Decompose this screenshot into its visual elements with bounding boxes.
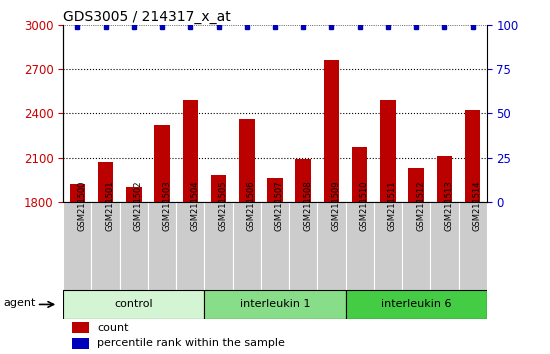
Bar	[233, 202, 261, 290]
Text: GSM211505: GSM211505	[218, 180, 228, 230]
Bar	[120, 202, 148, 290]
Bar	[72, 338, 89, 349]
Bar	[402, 202, 430, 290]
Bar	[409, 168, 424, 202]
Text: control: control	[114, 299, 153, 309]
Text: GSM211514: GSM211514	[472, 180, 482, 230]
Bar	[352, 147, 367, 202]
Text: GSM211509: GSM211509	[332, 180, 340, 230]
Text: GSM211508: GSM211508	[303, 180, 312, 231]
Text: GSM211506: GSM211506	[247, 180, 256, 231]
Bar	[91, 202, 120, 290]
Bar	[63, 202, 91, 290]
Text: GSM211500: GSM211500	[78, 180, 86, 230]
Bar	[126, 187, 141, 202]
Bar	[205, 202, 233, 290]
Bar	[155, 125, 170, 202]
Bar	[324, 60, 339, 202]
Bar	[295, 159, 311, 202]
Bar	[267, 178, 283, 202]
Text: count: count	[97, 322, 129, 332]
Bar	[317, 202, 345, 290]
Text: GSM211504: GSM211504	[190, 180, 199, 230]
Text: GSM211512: GSM211512	[416, 180, 425, 230]
Text: GDS3005 / 214317_x_at: GDS3005 / 214317_x_at	[63, 10, 231, 24]
Bar	[63, 290, 205, 319]
Bar	[70, 184, 85, 202]
Text: interleukin 1: interleukin 1	[240, 299, 310, 309]
Text: agent: agent	[3, 298, 36, 308]
Bar	[345, 290, 487, 319]
Bar	[430, 202, 459, 290]
Bar	[183, 100, 198, 202]
Bar	[289, 202, 317, 290]
Bar	[98, 162, 113, 202]
Text: GSM211502: GSM211502	[134, 180, 143, 230]
Bar	[465, 110, 480, 202]
Bar	[459, 202, 487, 290]
Bar	[239, 119, 255, 202]
Text: GSM211501: GSM211501	[106, 180, 114, 230]
Bar	[345, 202, 374, 290]
Bar	[374, 202, 402, 290]
Text: GSM211511: GSM211511	[388, 180, 397, 230]
Text: GSM211507: GSM211507	[275, 180, 284, 231]
Bar	[211, 175, 226, 202]
Bar	[380, 100, 395, 202]
Text: GSM211503: GSM211503	[162, 180, 171, 231]
Bar	[176, 202, 205, 290]
Bar	[148, 202, 176, 290]
Text: interleukin 6: interleukin 6	[381, 299, 452, 309]
Bar	[205, 290, 345, 319]
Bar	[437, 156, 452, 202]
Text: percentile rank within the sample: percentile rank within the sample	[97, 338, 285, 348]
Text: GSM211513: GSM211513	[444, 180, 453, 231]
Bar	[72, 322, 89, 333]
Text: GSM211510: GSM211510	[360, 180, 368, 230]
Bar	[261, 202, 289, 290]
